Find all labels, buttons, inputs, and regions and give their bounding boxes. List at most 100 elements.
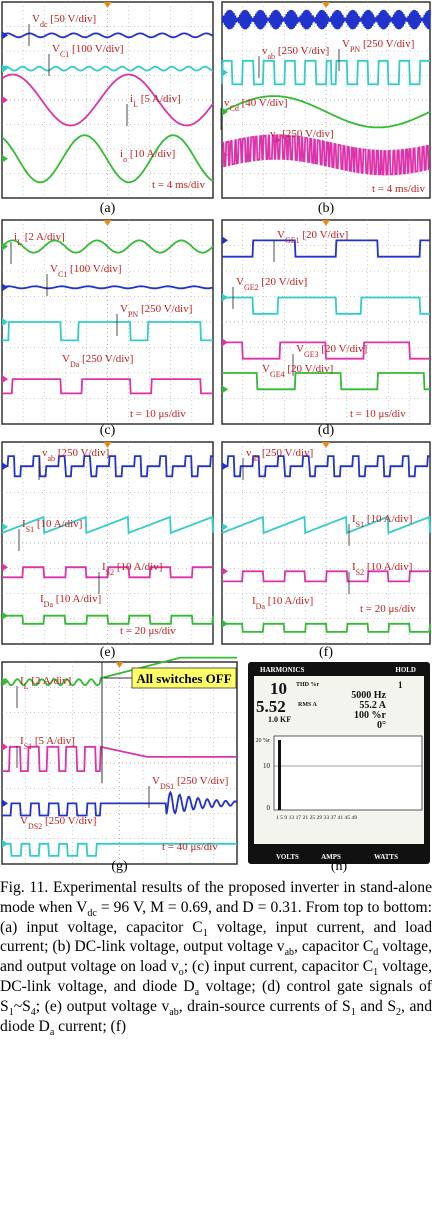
annotation-run: I: [20, 675, 24, 687]
channel-marker: [222, 150, 228, 159]
channel-marker: [222, 107, 228, 116]
annotation-run: [250 V/div]: [138, 303, 192, 315]
annotation: IS2 [10 A/div]: [102, 561, 162, 577]
meter-reading: 0°: [377, 720, 386, 731]
scope-panel: vab [250 V/div]IS1 [10 A/div]IS2 [10 A/d…: [1, 441, 214, 645]
channel-marker: [222, 236, 228, 245]
annotation: IS1 [5 A/div]: [20, 735, 75, 751]
scope-panel: iL [2 A/div]VC1 [100 V/div]VPN [250 V/di…: [1, 219, 214, 425]
annotation-run: [20 V/div]: [259, 276, 308, 288]
scope-panel: HARMONICS HOLD 10 THD %r 5.52 RMS A 1.0 KF 1 500…: [248, 662, 430, 864]
annotation-run: V: [296, 343, 304, 355]
annotation-run: GE1: [285, 236, 300, 245]
channel-marker: [2, 462, 8, 471]
caption-text: ab: [169, 1006, 179, 1018]
annotation-run: I: [40, 593, 44, 605]
channel-marker: [2, 742, 8, 751]
trigger-marker: [322, 220, 330, 226]
waveform: [1, 134, 214, 184]
meter-reading: 1: [398, 680, 403, 690]
caption-text: voltage, and output voltage on load v: [0, 938, 432, 976]
annotation: vab [250 V/div]: [262, 45, 329, 61]
annotation-run: [40 V/div]: [239, 97, 288, 109]
meter-header: HOLD: [395, 666, 416, 674]
annotation-run: [2 A/div]: [29, 675, 72, 687]
annotation-run: C1: [60, 50, 69, 59]
waveform: [1, 65, 214, 72]
waveform: [2, 321, 213, 342]
annotation-run: I: [20, 735, 24, 747]
caption-text: 1: [373, 967, 379, 979]
annotation-run: GE4: [270, 370, 285, 379]
annotation-run: Da: [256, 602, 266, 611]
meter-y-label: 10: [263, 762, 271, 770]
annotation-run: GE3: [304, 350, 319, 359]
panel-label: (g): [111, 859, 128, 874]
annotation-run: v: [246, 447, 252, 459]
annotation-run: [10 A/div]: [364, 561, 412, 573]
channel-marker: [2, 611, 8, 620]
channel-marker: [2, 64, 8, 73]
waveform: [2, 566, 213, 579]
annotation-run: PN: [128, 310, 138, 319]
waveform: [222, 372, 430, 391]
annotation-run: Da: [44, 600, 54, 609]
annotation-run: [20 V/div]: [319, 343, 368, 355]
annotation: IS1 [10 A/div]: [352, 513, 412, 529]
caption-text: = 96 V, M = 0.69, and D = 0.31. From top…: [0, 898, 432, 936]
annotation-run: L: [133, 100, 138, 109]
annotation: VGE3 [20 V/div]: [296, 343, 367, 359]
annotation-run: v: [262, 45, 268, 57]
annotation-run: S1: [26, 525, 34, 534]
caption-text: 1: [8, 1006, 14, 1018]
annotation-run: V: [342, 38, 350, 50]
annotation: vab [250 V/div]: [246, 447, 313, 463]
annotation-run: [20 V/div]: [300, 229, 349, 241]
annotation-run: V: [50, 263, 58, 275]
trigger-marker: [103, 442, 112, 448]
channel-marker: [2, 318, 8, 326]
annotation-run: o: [276, 135, 280, 144]
annotation-run: v: [270, 128, 276, 140]
annotation-run: dc: [40, 20, 48, 29]
scope-panel: VGE1 [20 V/div]VGE2 [20 V/div]VGE3 [20 V…: [221, 219, 431, 425]
annotation-run: DS2: [28, 822, 42, 831]
annotation-run: [250 V/div]: [360, 38, 414, 50]
caption-text: d: [373, 947, 379, 959]
meter-y-label: 0: [267, 804, 271, 812]
annotation-run: S2: [356, 568, 364, 577]
waveform: [1, 285, 214, 290]
harmonic-bar: [278, 740, 281, 810]
annotation-run: I: [252, 595, 256, 607]
caption-text: voltage, DC-link voltage, and diode D: [0, 958, 432, 995]
caption-text: 1: [202, 927, 208, 939]
channel-marker: [2, 31, 8, 40]
caption-text: ; (e) output voltage v: [35, 997, 170, 1015]
annotation: IS2 [10 A/div]: [352, 561, 412, 577]
meter-button: AMPS: [321, 853, 341, 861]
annotation-run: V: [262, 363, 270, 375]
caption-text: 2: [396, 1006, 402, 1018]
annotation-run: I: [102, 561, 106, 573]
trigger-marker: [322, 2, 330, 8]
channel-marker: [2, 283, 8, 292]
panel-label: (f): [319, 645, 333, 660]
caption-text: voltage; (d) control gate signals of S: [0, 977, 432, 1015]
trigger-marker: [103, 220, 112, 226]
annotation-run: [100 V/div]: [69, 43, 123, 55]
annotation-run: [250 V/div]: [42, 815, 96, 827]
channel-marker: [2, 563, 8, 572]
waveform: [222, 239, 430, 258]
annotation-run: i: [120, 148, 123, 160]
annotation-run: V: [120, 303, 128, 315]
scope-screen: [1, 1, 214, 199]
annotation-run: PN: [350, 45, 360, 54]
annotation-run: V: [236, 276, 244, 288]
annotation: VDa [250 V/div]: [62, 353, 133, 369]
meter-x-axis: 1 5 9 13 17 21 25 29 33 37 41 45 49: [276, 815, 357, 821]
caption-text: , drain-source currents of S: [178, 997, 351, 1015]
waveform: [2, 378, 213, 395]
trigger-marker: [322, 442, 330, 448]
annotation-run: v: [42, 447, 48, 459]
